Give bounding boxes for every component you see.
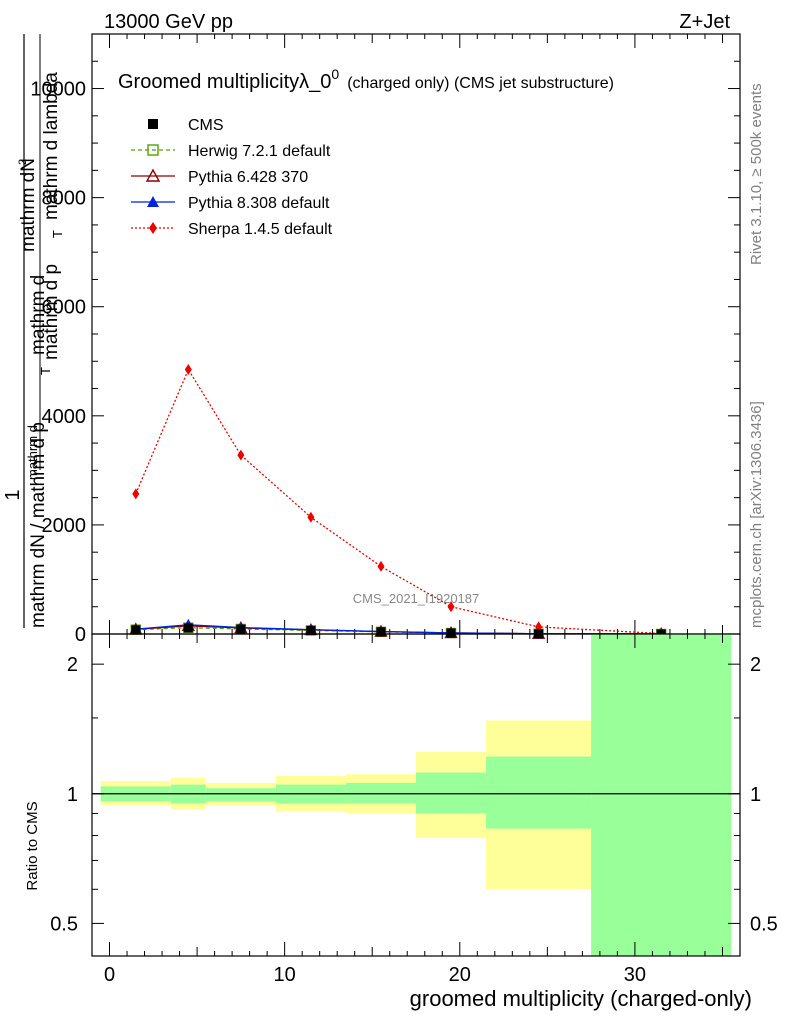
main-y-tick-label: 0 xyxy=(75,624,86,646)
x-axis-title: groomed multiplicity (charged-only) xyxy=(410,986,752,1011)
y-title-numerator-1: 1 xyxy=(2,489,24,500)
ratio-stat-band-6 xyxy=(486,756,592,829)
series-4-point xyxy=(307,511,315,523)
ratio-y-title: Ratio to CMS xyxy=(24,801,41,890)
legend-marker-1 xyxy=(147,144,159,156)
chart-title-superscript: 0 xyxy=(331,66,339,82)
main-y-tick-label: 6000 xyxy=(42,297,87,319)
ratio-stat-band-7 xyxy=(591,634,732,956)
legend-label-3: Pythia 8.308 default xyxy=(188,195,330,212)
main-y-tick-label: 2000 xyxy=(42,515,87,537)
y-title-frac2-denominator-b: mathrm d lambda xyxy=(41,72,62,220)
legend-label-0: CMS xyxy=(188,117,224,134)
ratio-plot: 0 10 20 30 0.5 0.5 1 1 2 2 xyxy=(50,633,778,986)
ratio-y-tick-label-left: 2 xyxy=(67,654,78,676)
series-0-point xyxy=(131,625,141,635)
x-tick-label: 20 xyxy=(449,964,471,986)
y-title-sup-2: 2 xyxy=(17,159,29,165)
y-title-denominator-1b: mathrm d xyxy=(28,275,49,355)
ratio-plot-frame xyxy=(91,633,741,957)
legend-marker-0 xyxy=(148,119,158,129)
chart-title: Groomed multiplicityλ_00 (charged only) (… xyxy=(118,66,614,93)
y-title-sub-t-1: T xyxy=(38,367,53,375)
series-4-point xyxy=(447,601,455,613)
ratio-y-tick-label-right: 1 xyxy=(750,784,761,806)
process-label: Z+Jet xyxy=(679,11,730,33)
mcplots-label: mcplots.cern.ch [arXiv:1306.3436] xyxy=(748,401,765,628)
rivet-label: Rivet 3.1.10, ≥ 500k events xyxy=(748,83,765,265)
y-title-frac2-denominator-a: mathrm d p xyxy=(41,264,62,360)
chart-title-suffix: (charged only) (CMS jet substructure) xyxy=(347,75,614,92)
energy-label: 13000 GeV pp xyxy=(104,11,233,33)
analysis-watermark: CMS_2021_I1920187 xyxy=(353,591,480,606)
x-tick-label: 0 xyxy=(104,964,115,986)
legend-label-2: Pythia 6.428 370 xyxy=(188,169,308,186)
main-y-tick-label: 4000 xyxy=(42,406,87,428)
legend-marker-2 xyxy=(145,168,161,182)
chart-title-main: Groomed multiplicityλ_0 xyxy=(118,71,331,93)
main-y-tick-label: 10000 xyxy=(30,79,86,101)
series-4-point xyxy=(132,488,140,500)
series-4-point xyxy=(184,363,192,375)
legend-label-1: Herwig 7.2.1 default xyxy=(188,143,331,160)
series-0-point xyxy=(236,624,246,634)
ratio-y-tick-label-left: 0.5 xyxy=(50,913,78,935)
series-4-point xyxy=(237,449,245,461)
series-0-point xyxy=(446,628,456,638)
x-tick-label: 10 xyxy=(274,964,296,986)
series-0-point xyxy=(376,627,386,637)
y-title-sub-t-2: T xyxy=(50,230,65,238)
legend-marker-4 xyxy=(149,222,157,234)
legend-label-4: Sherpa 1.4.5 default xyxy=(188,221,333,238)
ratio-y-tick-label-left: 1 xyxy=(67,784,78,806)
series-0-point xyxy=(183,623,193,633)
main-plot: 0 2000 4000 6000 8000 10000 Groomed multiplici… xyxy=(30,33,741,646)
ratio-stat-band-4 xyxy=(345,782,416,804)
ratio-stat-band-5 xyxy=(416,772,487,814)
legend-marker-3 xyxy=(147,196,159,207)
y-title-denominator-1a: mathrm dN / mathrm d p xyxy=(28,422,49,628)
y-title-frac2-numerator-1: mathrm d xyxy=(25,425,40,480)
x-tick-label: 30 xyxy=(624,964,646,986)
series-0-point xyxy=(306,625,316,635)
main-y-tick-label: 8000 xyxy=(42,188,87,210)
y-axis-title: 1 mathrm dN / mathrm d p T mathrm d math… xyxy=(2,34,65,628)
y-title-frac2-numerator: mathrm dN xyxy=(18,158,39,252)
ratio-y-tick-label-right: 2 xyxy=(750,654,761,676)
series-4-point xyxy=(377,560,385,572)
ratio-y-tick-label-right: 0.5 xyxy=(750,913,778,935)
ratio-stat-band-2 xyxy=(205,788,276,802)
